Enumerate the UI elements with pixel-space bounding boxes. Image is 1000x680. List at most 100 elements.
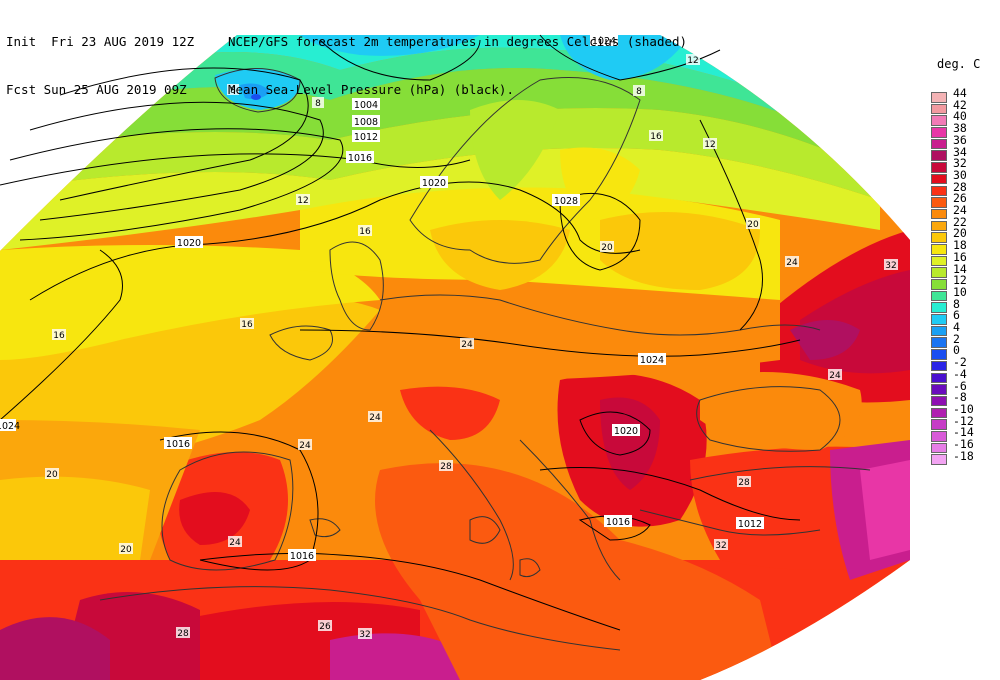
legend-label: 12	[953, 273, 967, 288]
temp-label: 24	[298, 439, 312, 451]
temp-label: 26	[318, 620, 332, 632]
svg-text:20: 20	[46, 470, 58, 480]
legend-swatch	[931, 115, 947, 126]
svg-text:24: 24	[786, 258, 798, 268]
svg-text:32: 32	[715, 541, 726, 551]
svg-text:12: 12	[704, 140, 715, 150]
svg-text:12: 12	[687, 56, 698, 66]
legend-swatch	[931, 314, 947, 325]
svg-text:26: 26	[319, 622, 331, 632]
init-time: Init Fri 23 AUG 2019 12Z	[6, 34, 195, 49]
legend-label: 40	[953, 109, 967, 124]
svg-text:24: 24	[461, 340, 473, 350]
svg-text:1016: 1016	[348, 153, 372, 164]
legend-swatch	[931, 384, 947, 395]
svg-text:1016: 1016	[166, 439, 190, 450]
isobar-label: 1020	[420, 176, 448, 189]
isobar-label: 1012	[352, 130, 380, 143]
legend-label: 18	[953, 238, 967, 253]
svg-text:1024: 1024	[640, 355, 664, 366]
svg-text:1012: 1012	[738, 519, 762, 530]
legend-label: 42	[953, 97, 967, 112]
legend-swatch	[931, 197, 947, 208]
svg-text:28: 28	[440, 462, 452, 472]
temp-label: 8	[312, 97, 324, 109]
legend-label: -16	[953, 437, 974, 451]
legend-label: 4	[953, 320, 960, 334]
isobar-label: 1028	[552, 194, 580, 207]
temp-label: 24	[228, 536, 242, 548]
legend-swatch	[931, 220, 947, 232]
legend-title: deg. C	[937, 57, 981, 71]
legend-label: 44	[953, 86, 967, 100]
legend-swatch	[931, 419, 947, 430]
isobar-label: 1016	[288, 549, 316, 562]
legend-swatch	[931, 255, 947, 267]
legend-label: 2	[953, 331, 960, 346]
coastlines	[99, 68, 871, 651]
svg-text:24: 24	[829, 371, 841, 381]
temp-label: 20	[45, 468, 59, 480]
legend-label: -12	[953, 413, 974, 428]
legend-swatch	[931, 173, 947, 185]
forecast-time: Fcst Sun 25 AUG 2019 09Z	[6, 82, 187, 97]
temp-label: 8	[227, 84, 239, 96]
legend-label: 30	[953, 167, 967, 182]
legend-swatch	[931, 337, 947, 349]
legend-swatch	[931, 325, 947, 337]
temp-label: 24	[460, 338, 474, 350]
legend-swatch	[931, 208, 947, 220]
svg-text:1004: 1004	[354, 100, 378, 111]
svg-text:1016: 1016	[606, 517, 630, 528]
legend-label: 8	[953, 296, 960, 311]
legend-swatch	[931, 127, 947, 138]
legend-swatch	[931, 430, 947, 442]
legend-swatch	[931, 138, 947, 150]
map-title-line-1: NCEP/GFS forecast 2m temperatures in deg…	[228, 34, 688, 49]
temp-label: 16	[649, 130, 663, 142]
temp-label: 20	[746, 218, 760, 230]
legend-label: -6	[953, 378, 967, 393]
temp-label: 12	[296, 194, 310, 206]
svg-text:1028: 1028	[554, 196, 578, 207]
legend-label: -10	[953, 401, 974, 416]
temp-label: 28	[737, 476, 751, 488]
legend-swatch	[931, 360, 947, 372]
isobar-label: 1016	[604, 515, 632, 528]
isobar-labels: 1024 1004 1008 1012 1016 1020 1028 1020 …	[0, 34, 764, 562]
legend-swatch	[931, 372, 947, 384]
temp-label: 32	[714, 539, 728, 551]
svg-text:1016: 1016	[290, 551, 314, 562]
map-header: Init Fri 23 AUG 2019 12Z NCEP/GFS foreca…	[6, 2, 687, 114]
legend-label: 28	[953, 179, 967, 194]
temp-label: 12	[686, 54, 700, 66]
legend-swatch	[931, 232, 947, 243]
isobar-label: 1024	[0, 419, 20, 432]
svg-text:16: 16	[359, 227, 371, 237]
svg-text:1024: 1024	[0, 421, 20, 432]
svg-text:8: 8	[230, 86, 236, 96]
temp-label: 20	[119, 543, 133, 555]
legend-label: 22	[953, 214, 967, 229]
svg-text:1020: 1020	[614, 426, 638, 437]
isobar-label: 1016	[164, 437, 192, 450]
temp-label: 16	[52, 329, 66, 341]
legend-label: 20	[953, 226, 967, 241]
svg-text:20: 20	[120, 545, 132, 555]
legend-swatch	[931, 150, 947, 162]
isobar-label: 1024	[638, 353, 666, 366]
isobar-label: 1016	[346, 151, 374, 164]
legend-label: -2	[953, 355, 967, 370]
legend-label: 38	[953, 121, 967, 136]
legend-label: 36	[953, 132, 967, 147]
svg-text:16: 16	[650, 132, 662, 142]
svg-text:8: 8	[315, 99, 321, 109]
svg-text:24: 24	[299, 441, 311, 451]
svg-text:32: 32	[885, 261, 896, 271]
svg-text:20: 20	[747, 220, 759, 230]
temp-label: 24	[828, 369, 842, 381]
legend-label: 6	[953, 308, 960, 323]
legend-label: 34	[953, 144, 967, 159]
